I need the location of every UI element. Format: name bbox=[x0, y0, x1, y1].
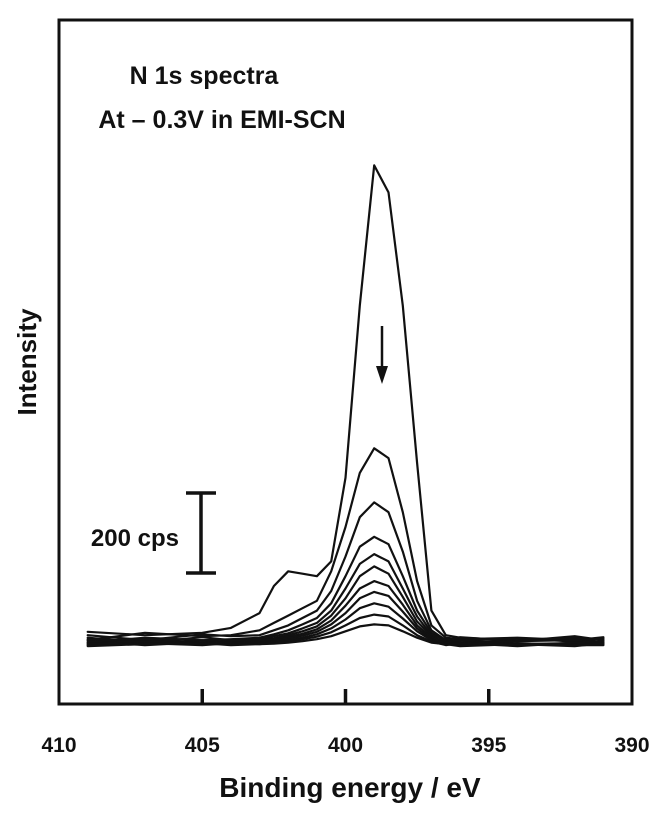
chart-title-line-1: N 1s spectra bbox=[130, 62, 280, 90]
series-line-spectrum-3 bbox=[86, 501, 605, 643]
y-axis-label: Intensity bbox=[12, 308, 42, 415]
x-ticks: 410 405 400 395 390 bbox=[41, 689, 650, 757]
trend-arrow bbox=[376, 326, 388, 384]
scale-bar-label: 200 cps bbox=[91, 525, 179, 552]
x-tick-label: 400 bbox=[328, 734, 363, 757]
series-line-spectrum-1 bbox=[86, 164, 605, 642]
x-tick-label: 410 bbox=[41, 734, 76, 757]
series-line-spectrum-6 bbox=[86, 565, 605, 647]
scale-bar: 200 cps bbox=[91, 491, 216, 575]
x-axis-label: Binding energy / eV bbox=[219, 772, 481, 803]
x-tick-label: 395 bbox=[471, 734, 506, 757]
arrow-head bbox=[376, 366, 388, 384]
spectra-lines bbox=[86, 164, 605, 648]
chart-title-line-2: At – 0.3V in EMI-SCN bbox=[98, 106, 345, 134]
x-tick-label: 390 bbox=[614, 734, 649, 757]
x-tick-label: 405 bbox=[185, 734, 220, 757]
series-line-spectrum-11 bbox=[86, 623, 605, 648]
